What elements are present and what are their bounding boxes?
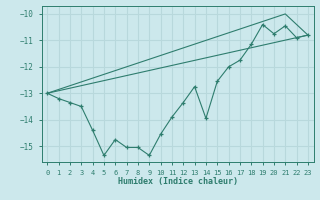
X-axis label: Humidex (Indice chaleur): Humidex (Indice chaleur) — [118, 177, 237, 186]
